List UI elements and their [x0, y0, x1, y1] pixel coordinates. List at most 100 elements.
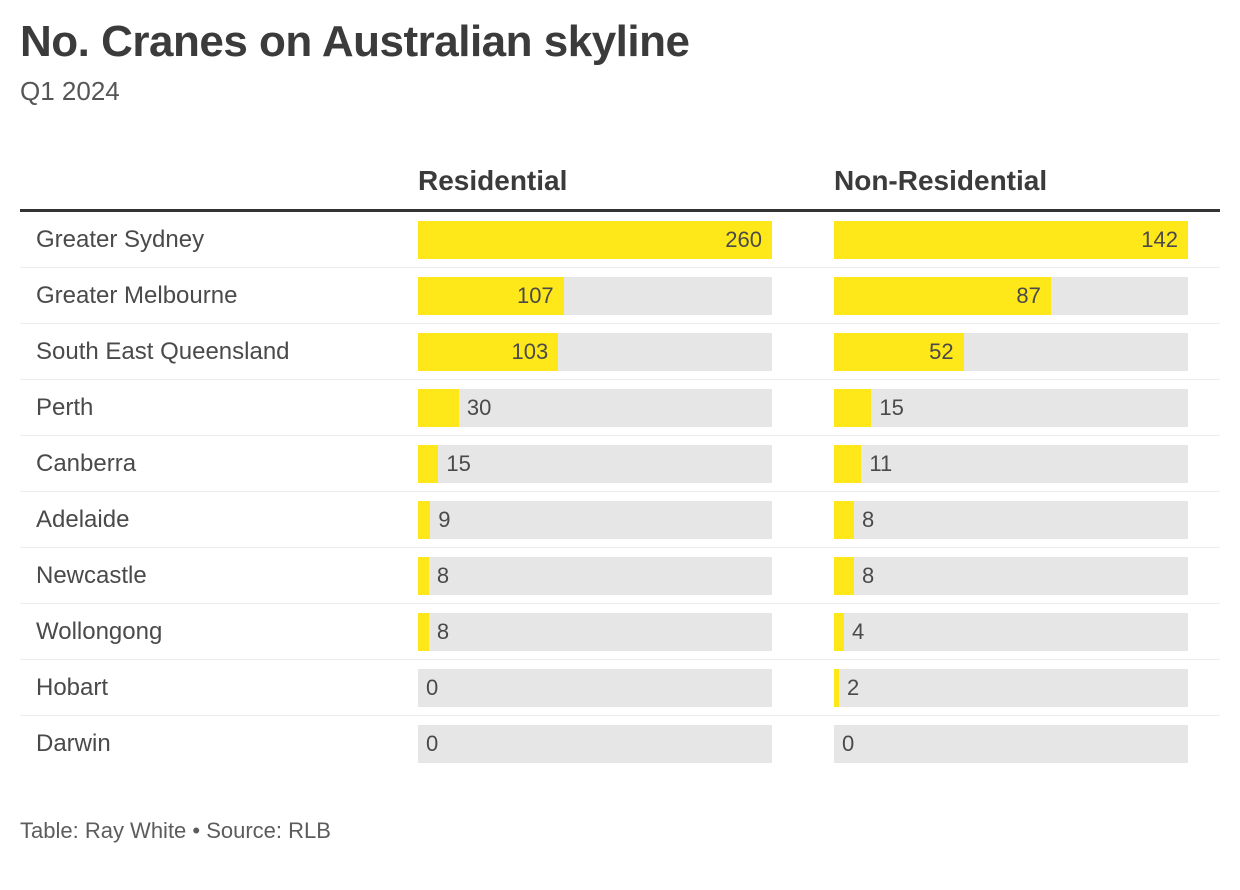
table-row: Perth 30 15 [20, 380, 1220, 436]
bar-fill [418, 221, 772, 259]
bar-cell: 0 [834, 725, 1220, 763]
bar-track: 87 [834, 277, 1188, 315]
bar-value-label: 8 [862, 563, 874, 589]
bar-track: 2 [834, 669, 1188, 707]
bar-value-label: 87 [1016, 283, 1040, 309]
table-row: Darwin 0 0 [20, 716, 1220, 772]
bar-fill [834, 669, 839, 707]
bar-fill [418, 445, 438, 483]
bar-track: 52 [834, 333, 1188, 371]
bar-fill [834, 221, 1188, 259]
table-row: Greater Sydney 260 142 [20, 212, 1220, 268]
chart-footer: Table: Ray White • Source: RLB [20, 818, 1220, 844]
bar-cell: 103 [418, 333, 834, 371]
bar-value-label: 0 [426, 675, 438, 701]
bar-cell: 11 [834, 445, 1220, 483]
city-label: Canberra [20, 450, 418, 478]
bar-track: 11 [834, 445, 1188, 483]
bar-track: 8 [834, 557, 1188, 595]
bar-value-label: 15 [446, 451, 470, 477]
bar-cell: 107 [418, 277, 834, 315]
city-label: Hobart [20, 674, 418, 702]
city-label: Darwin [20, 730, 418, 758]
bar-track: 4 [834, 613, 1188, 651]
bar-track: 8 [834, 501, 1188, 539]
bar-cell: 8 [834, 501, 1220, 539]
bar-cell: 142 [834, 221, 1220, 259]
bar-track: 0 [418, 725, 772, 763]
bar-track: 30 [418, 389, 772, 427]
bar-fill [834, 613, 844, 651]
table-row: Greater Melbourne 107 87 [20, 268, 1220, 324]
bar-value-label: 9 [438, 507, 450, 533]
bar-fill [418, 389, 459, 427]
bar-cell: 87 [834, 277, 1220, 315]
col-header-nonresidential: Non-Residential [834, 165, 1220, 197]
bar-track: 9 [418, 501, 772, 539]
bar-value-label: 8 [862, 507, 874, 533]
table-header-row: Residential Non-Residential [20, 165, 1220, 212]
bar-cell: 4 [834, 613, 1220, 651]
bar-track: 8 [418, 557, 772, 595]
bar-value-label: 107 [517, 283, 554, 309]
city-label: Newcastle [20, 562, 418, 590]
bar-cell: 15 [418, 445, 834, 483]
bar-value-label: 52 [929, 339, 953, 365]
chart-subtitle: Q1 2024 [20, 76, 1220, 107]
bar-fill [418, 613, 429, 651]
bar-fill [834, 557, 854, 595]
bar-value-label: 2 [847, 675, 859, 701]
bar-track: 260 [418, 221, 772, 259]
bar-fill [834, 389, 871, 427]
bar-cell: 0 [418, 725, 834, 763]
bar-track: 142 [834, 221, 1188, 259]
table-row: Wollongong 8 4 [20, 604, 1220, 660]
bar-cell: 30 [418, 389, 834, 427]
chart-title: No. Cranes on Australian skyline [20, 18, 1220, 66]
table-row: Hobart 0 2 [20, 660, 1220, 716]
bar-value-label: 8 [437, 563, 449, 589]
city-label: South East Queensland [20, 338, 418, 366]
city-label: Greater Sydney [20, 226, 418, 254]
table-row: South East Queensland 103 52 [20, 324, 1220, 380]
table-row: Adelaide 9 8 [20, 492, 1220, 548]
col-header-residential: Residential [418, 165, 834, 197]
bar-value-label: 0 [426, 731, 438, 757]
city-label: Greater Melbourne [20, 282, 418, 310]
bar-cell: 9 [418, 501, 834, 539]
bar-track: 107 [418, 277, 772, 315]
bar-value-label: 11 [869, 451, 892, 477]
crane-table: Residential Non-Residential Greater Sydn… [20, 165, 1220, 772]
bar-value-label: 4 [852, 619, 864, 645]
bar-fill [418, 501, 430, 539]
table-row: Canberra 15 11 [20, 436, 1220, 492]
bar-track: 15 [418, 445, 772, 483]
table-row: Newcastle 8 8 [20, 548, 1220, 604]
bar-fill [834, 501, 854, 539]
city-label: Adelaide [20, 506, 418, 534]
bar-value-label: 30 [467, 395, 491, 421]
bar-track: 0 [418, 669, 772, 707]
bar-value-label: 142 [1141, 227, 1178, 253]
bar-cell: 2 [834, 669, 1220, 707]
bar-track: 0 [834, 725, 1188, 763]
bar-fill [834, 445, 861, 483]
city-label: Wollongong [20, 618, 418, 646]
bar-fill [418, 557, 429, 595]
bar-cell: 8 [834, 557, 1220, 595]
city-label: Perth [20, 394, 418, 422]
bar-cell: 15 [834, 389, 1220, 427]
bar-value-label: 103 [512, 339, 549, 365]
table-body: Greater Sydney 260 142 Greater Melbourne 107… [20, 212, 1220, 772]
bar-cell: 0 [418, 669, 834, 707]
bar-cell: 260 [418, 221, 834, 259]
bar-value-label: 8 [437, 619, 449, 645]
bar-value-label: 15 [879, 395, 903, 421]
col-header-city [20, 165, 418, 197]
bar-cell: 8 [418, 557, 834, 595]
bar-track: 8 [418, 613, 772, 651]
bar-value-label: 260 [725, 227, 762, 253]
bar-cell: 52 [834, 333, 1220, 371]
bar-cell: 8 [418, 613, 834, 651]
bar-track: 15 [834, 389, 1188, 427]
